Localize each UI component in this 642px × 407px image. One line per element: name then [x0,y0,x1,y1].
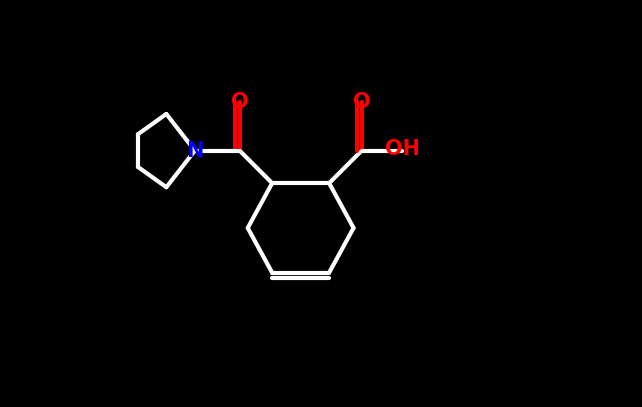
Text: O: O [353,92,370,112]
Text: N: N [186,140,204,161]
Text: O: O [230,92,248,112]
Text: OH: OH [385,138,420,159]
